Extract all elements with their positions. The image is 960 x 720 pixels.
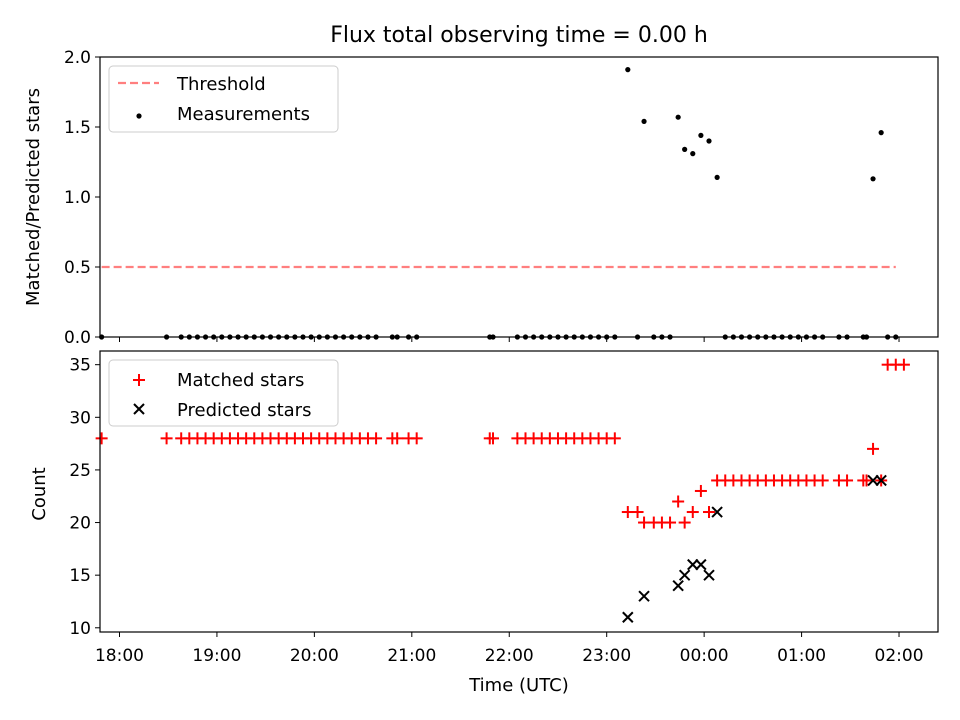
x-tick-label: 21:00 [387, 646, 436, 666]
predicted-stars-point-b [867, 474, 879, 487]
matched-stars-point [631, 506, 644, 519]
predicted-stars-point-b [622, 611, 634, 623]
matched-stars-point [664, 516, 677, 529]
threshold-legend-label: Threshold [176, 74, 266, 95]
x-tick-label: 19:00 [192, 646, 241, 666]
matched-stars-legend-label: Matched stars [177, 370, 304, 391]
predicted-stars-point-b [678, 569, 691, 581]
bottom-axes-frame [99, 350, 939, 633]
matched-stars-point [703, 506, 716, 519]
measurement-point [641, 118, 647, 124]
measurement-point [706, 138, 712, 144]
measurement-point [714, 174, 720, 180]
top-legend: Threshold Measurements [108, 65, 339, 133]
measurement-point [698, 132, 704, 138]
top-x-axis [118, 337, 900, 342]
predicted-stars-point-b [711, 506, 723, 518]
bottom-y-tick-label: 30 [69, 408, 91, 428]
bottom-plot-marks [95, 358, 910, 623]
bottom-x-axis: 18:00 19:00 20:00 21:00 22:00 23:00 00:00 01:00… [95, 632, 924, 666]
measurement-point [625, 67, 631, 73]
measurement-point [870, 176, 876, 182]
measurement-point [690, 151, 696, 157]
measurements-legend-label: Measurements [177, 104, 310, 125]
bottom-legend-box [108, 359, 339, 427]
matched-stars-point [370, 432, 383, 445]
matched-stars-point [487, 432, 500, 445]
predicted-stars-point [678, 569, 691, 581]
top-y-axis: 0.0 0.5 1.0 1.5 2.0 [64, 48, 100, 348]
matched-stars-point [95, 432, 108, 445]
chart-title: Flux total observing time = 0.00 h [330, 23, 708, 48]
matched-stars-point [160, 432, 173, 445]
bottom-y-axis-label: Count [29, 467, 50, 520]
matched-stars-legend-swatch [133, 374, 145, 386]
matched-stars-point [867, 442, 880, 455]
matched-stars-point [841, 474, 854, 487]
predicted-stars-point [695, 558, 707, 571]
predicted-stars-point [867, 474, 879, 487]
bottom-y-tick-label: 35 [69, 356, 91, 376]
matched-stars-point [608, 432, 621, 445]
measurements-legend-swatch [136, 113, 142, 119]
matched-stars-point [410, 432, 423, 445]
bottom-y-tick-label: 25 [69, 461, 91, 481]
bottom-y-tick-label: 20 [69, 514, 91, 534]
matched-stars-point [686, 506, 699, 519]
top-y-axis-label: Matched/Predicted stars [23, 88, 44, 306]
measurement-point [675, 114, 681, 120]
predicted-stars-legend-swatch [133, 403, 145, 415]
bottom-legend: Matched stars Predicted stars [108, 359, 339, 427]
x-tick-label: 18:00 [95, 646, 144, 666]
predicted-stars-point [875, 474, 887, 487]
predicted-stars-legend-label: Predicted stars [177, 400, 311, 421]
predicted-stars-point [711, 506, 723, 518]
x-tick-label: 23:00 [582, 646, 631, 666]
measurement-point [682, 146, 688, 152]
matched-stars-point [694, 484, 707, 497]
bottom-y-tick-label: 10 [69, 619, 91, 639]
matched-stars-point [672, 495, 685, 508]
x-tick-label: 02:00 [875, 646, 924, 666]
predicted-stars-point-b [703, 569, 715, 581]
x-axis-label: Time (UTC) [468, 675, 569, 696]
top-y-tick-label: 2.0 [64, 48, 91, 68]
bottom-axes: 10 15 20 25 30 35 18:00 19:00 20:00 21:00 22:00 23… [29, 350, 939, 696]
matched-stars-point [391, 432, 404, 445]
top-legend-box [108, 65, 339, 133]
top-y-tick-label: 1.5 [64, 118, 91, 138]
predicted-stars-point [638, 590, 650, 602]
predicted-stars-point-b [875, 474, 887, 487]
x-tick-label: 20:00 [290, 646, 339, 666]
matched-stars-point [860, 474, 873, 487]
top-axes: 0.00.51.01.52.0 Matched/Predicted stars … [23, 48, 939, 348]
predicted-stars-point [672, 579, 684, 592]
x-tick-label: 00:00 [680, 646, 729, 666]
matched-stars-point [678, 516, 691, 529]
top-y-tick-label: 1.0 [64, 188, 91, 208]
predicted-stars-point-b [638, 590, 650, 602]
bottom-y-tick-label: 15 [69, 566, 91, 586]
measurement-point [878, 130, 884, 136]
matched-stars-point [897, 358, 910, 371]
predicted-stars-point-b [687, 558, 699, 571]
predicted-stars-point [622, 611, 634, 623]
predicted-stars-point-b [695, 558, 707, 571]
bottom-y-axis: 10 15 20 25 30 35 [69, 356, 100, 639]
predicted-stars-point [687, 558, 699, 571]
top-y-tick-label: 0.5 [64, 258, 91, 278]
predicted-stars-point-b [672, 579, 684, 592]
x-tick-label: 22:00 [485, 646, 534, 666]
predicted-stars-point [703, 569, 715, 581]
matched-stars-point [816, 474, 829, 487]
top-y-tick-label: 0.0 [64, 328, 91, 348]
x-tick-label: 01:00 [777, 646, 826, 666]
